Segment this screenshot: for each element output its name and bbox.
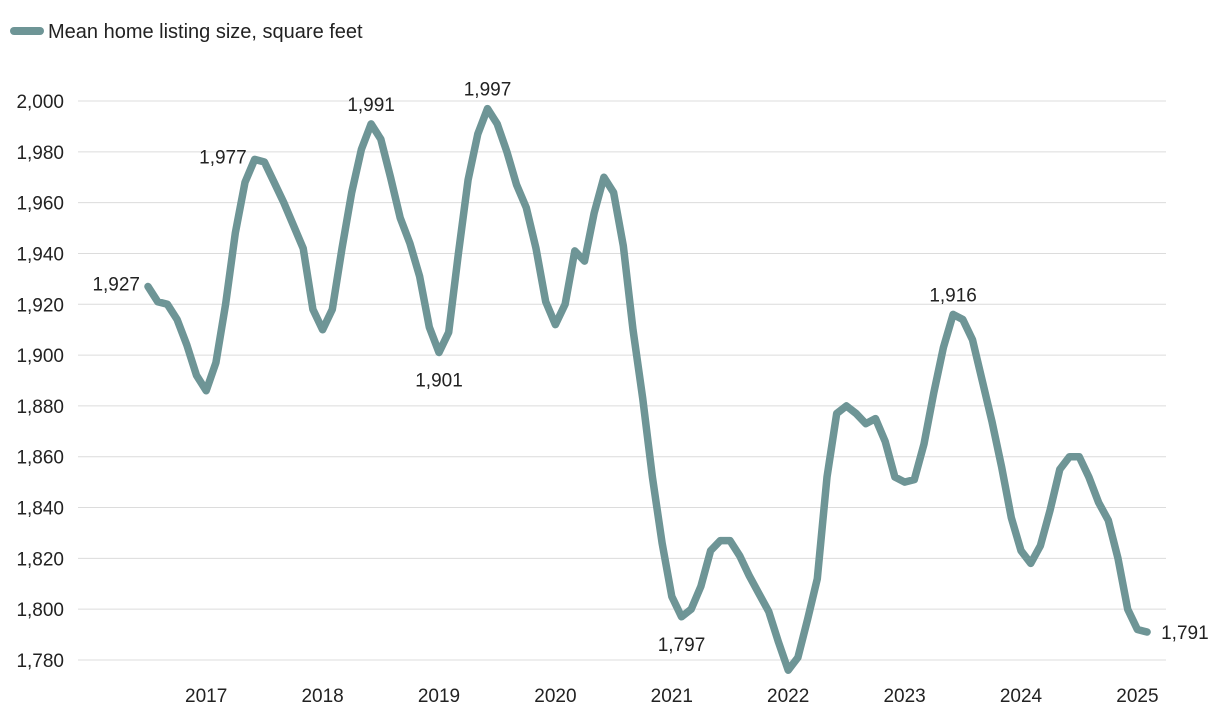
data-label: 1,997	[464, 80, 512, 101]
y-tick-label: 1,800	[16, 600, 64, 621]
y-tick-label: 1,960	[16, 194, 64, 215]
data-label: 1,916	[929, 285, 977, 306]
x-tick-label: 2023	[883, 686, 925, 707]
x-tick-label: 2017	[185, 686, 227, 707]
series-line	[144, 104, 1151, 674]
y-tick-label: 1,920	[16, 295, 64, 316]
y-axis: 2,000 1,980 1,960 1,940 1,920 1,900 1,880 1,860…	[16, 92, 64, 672]
y-tick-label: 1,780	[16, 651, 64, 672]
x-tick-label: 2019	[418, 686, 460, 707]
x-axis: 2017 2018 2019 2020 2021 2022 2023 2024 2025	[185, 686, 1158, 707]
x-tick-label: 2024	[1000, 686, 1043, 707]
data-label: 1,791	[1161, 623, 1209, 644]
x-tick-label: 2021	[651, 686, 693, 707]
data-label: 1,927	[92, 274, 140, 295]
y-tick-label: 1,880	[16, 397, 64, 418]
series-layer	[144, 104, 1151, 674]
x-tick-label: 2022	[767, 686, 809, 707]
x-tick-label: 2020	[534, 686, 576, 707]
y-tick-label: 1,860	[16, 448, 64, 469]
data-label: 1,977	[199, 147, 247, 168]
legend-label: Mean home listing size, square feet	[48, 21, 363, 43]
y-tick-label: 2,000	[16, 92, 64, 113]
x-tick-label: 2018	[301, 686, 343, 707]
data-label: 1,991	[347, 95, 395, 116]
y-tick-label: 1,840	[16, 499, 64, 520]
annotations: 1,927 1,977 1,991 1,901 1,997 1,797 1,916 1,791	[92, 80, 1208, 656]
data-label: 1,797	[658, 635, 706, 656]
data-label: 1,901	[415, 371, 463, 392]
y-tick-label: 1,900	[16, 346, 64, 367]
y-tick-label: 1,940	[16, 244, 64, 265]
y-tick-label: 1,820	[16, 549, 64, 570]
legend: Mean home listing size, square feet	[10, 21, 363, 43]
y-tick-label: 1,980	[16, 143, 64, 164]
x-tick-label: 2025	[1116, 686, 1158, 707]
